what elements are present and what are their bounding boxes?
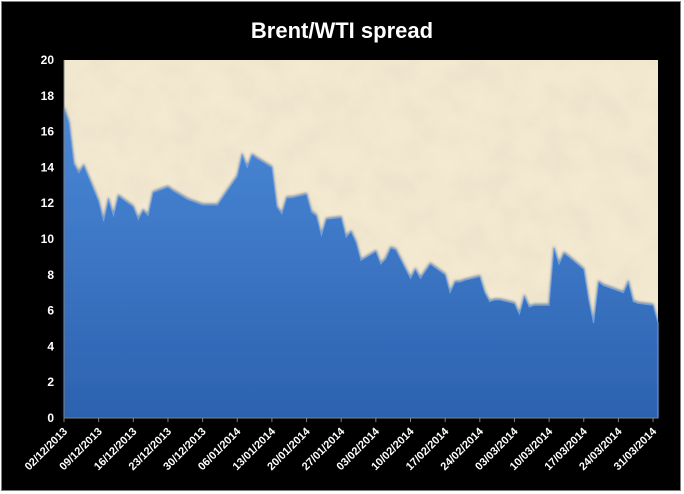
y-tick-label: 10 (41, 232, 55, 246)
y-tick-label: 14 (41, 160, 55, 174)
y-tick-label: 18 (41, 89, 55, 103)
chart-title: Brent/WTI spread (251, 18, 433, 43)
y-tick-label: 16 (41, 125, 55, 139)
y-tick-label: 2 (47, 375, 54, 389)
y-tick-label: 4 (47, 339, 54, 353)
y-tick-label: 20 (41, 53, 55, 67)
y-axis-ticks: 0 2 4 6 8 10 12 14 16 18 20 (41, 53, 55, 425)
y-tick-label: 0 (47, 411, 54, 425)
y-tick-label: 8 (47, 268, 54, 282)
y-tick-label: 6 (47, 304, 54, 318)
series-area (63, 108, 659, 419)
y-tick-label: 12 (41, 196, 55, 210)
x-axis-ticks: 02/12/201309/12/201316/12/201323/12/2013… (23, 418, 660, 473)
